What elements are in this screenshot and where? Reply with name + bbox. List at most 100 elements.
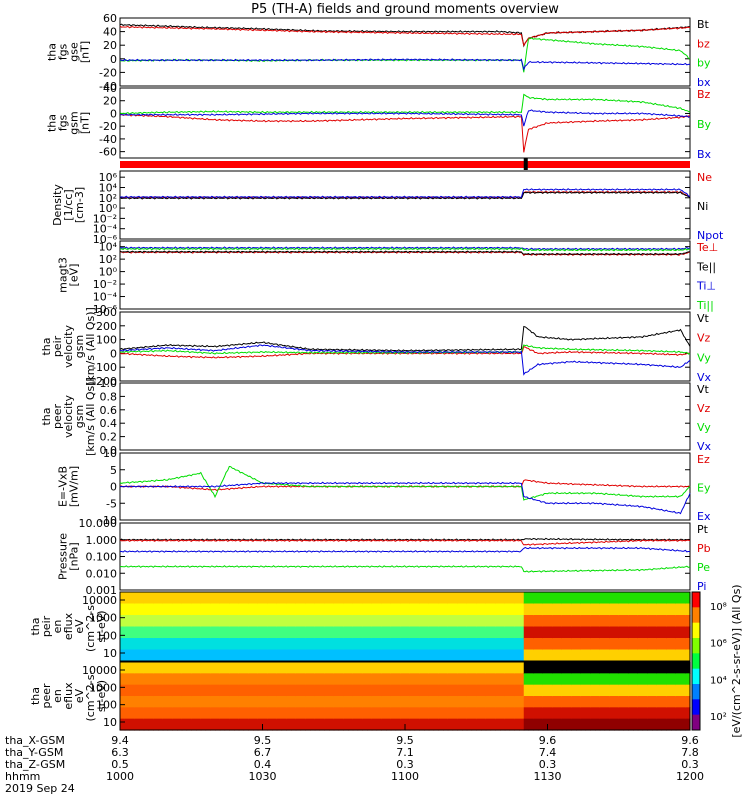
heatmap-cell (329, 638, 335, 651)
heatmap-cell (219, 696, 226, 708)
heatmap-cell (243, 718, 249, 731)
heatmap-cell (343, 649, 349, 662)
heatmap-cell (238, 718, 245, 731)
heatmap-cell (490, 592, 496, 605)
heatmap-cell (438, 696, 444, 708)
heatmap-cell (633, 592, 639, 605)
heatmap-cell (291, 638, 297, 651)
heatmap-cell (329, 662, 335, 674)
heatmap-cell (205, 718, 211, 731)
heatmap-cell (538, 649, 544, 662)
heatmap-cell (129, 696, 135, 708)
panel-frame (119, 87, 691, 159)
heatmap-cell (196, 696, 202, 708)
heatmap-cell (519, 649, 525, 662)
heatmap-cell (614, 649, 620, 662)
heatmap-cell (542, 615, 549, 628)
heatmap-cell (514, 662, 520, 674)
heatmap-cell (424, 603, 430, 616)
heatmap-cell (666, 638, 672, 651)
heatmap-cell (466, 592, 473, 605)
orbit-value: 9.5 (254, 734, 272, 747)
heatmap-cell (314, 673, 321, 686)
heatmap-cell (561, 615, 568, 628)
heatmap-cell (547, 696, 553, 708)
y-tick-label: 100 (96, 629, 117, 642)
heatmap-cell (333, 615, 340, 628)
heatmap-cell (557, 638, 563, 651)
heatmap-cell (490, 696, 496, 708)
heatmap-cell (414, 649, 420, 662)
heatmap-cell (162, 673, 169, 686)
heatmap-cell (291, 707, 297, 720)
heatmap-cell (267, 673, 273, 686)
heatmap-cell (566, 615, 572, 628)
heatmap-cell (452, 718, 458, 731)
y-tick-label: 10⁻⁴ (93, 291, 118, 304)
heatmap-cell (253, 603, 259, 616)
heatmap-cell (139, 626, 145, 639)
heatmap-cell (571, 615, 577, 628)
heatmap-cell (314, 684, 321, 697)
heatmap-cell (224, 626, 230, 639)
heatmap-cell (300, 662, 306, 674)
heatmap-cell (680, 684, 686, 697)
heatmap-cell (181, 718, 188, 731)
heatmap-cell (310, 718, 316, 731)
heatmap-cell (623, 696, 629, 708)
heatmap-cell (357, 626, 363, 639)
heatmap-cell (224, 638, 230, 651)
heatmap-cell (500, 673, 506, 686)
heatmap-cell (295, 626, 302, 639)
heatmap-cell (314, 615, 321, 628)
heatmap-cell (523, 626, 530, 639)
heatmap-cell (533, 696, 539, 708)
heatmap-cell (414, 696, 420, 708)
heatmap-cell (642, 718, 648, 731)
heatmap-cell (466, 638, 473, 651)
heatmap-cell (324, 718, 330, 731)
heatmap-cell (414, 638, 420, 651)
heatmap-cell (438, 638, 444, 651)
heatmap-cell (542, 592, 549, 605)
heatmap-cell (528, 673, 534, 686)
heatmap-cell (542, 603, 549, 616)
heatmap-cell (462, 673, 468, 686)
heatmap-cell (576, 615, 582, 628)
heatmap-cell (428, 603, 435, 616)
heatmap-cell (566, 626, 572, 639)
heatmap-cell (533, 603, 539, 616)
heatmap-cell (466, 649, 473, 662)
heatmap-cell (604, 673, 610, 686)
heatmap-cell (248, 707, 254, 720)
heatmap-cell (281, 626, 287, 639)
heatmap-cell (561, 718, 568, 731)
heatmap-cell (162, 638, 169, 651)
y-tick-label: 0.001 (86, 584, 118, 597)
legend-label: Vz (697, 332, 711, 345)
heatmap-cell (243, 673, 249, 686)
heatmap-cell (438, 662, 444, 674)
heatmap-cell (409, 638, 416, 651)
heatmap-cell (419, 592, 425, 605)
heatmap-cell (504, 673, 511, 686)
heatmap-cell (561, 696, 568, 708)
heatmap-cell (310, 626, 316, 639)
heatmap-cell (257, 615, 264, 628)
heatmap-cell (324, 696, 330, 708)
heatmap-cell (291, 615, 297, 628)
heatmap-cell (215, 638, 221, 651)
heatmap-cell (348, 673, 354, 686)
heatmap-cell (609, 673, 615, 686)
heatmap-cell (509, 662, 515, 674)
heatmap-cell (637, 718, 644, 731)
heatmap-cell (210, 603, 216, 616)
heatmap-cell (547, 673, 553, 686)
heatmap-cell (409, 615, 416, 628)
legend-label: bx (697, 76, 711, 89)
heatmap-cell (495, 626, 501, 639)
heatmap-cell (234, 603, 240, 616)
heatmap-cell (661, 718, 667, 731)
heatmap-cell (557, 649, 563, 662)
heatmap-cell (609, 592, 615, 605)
